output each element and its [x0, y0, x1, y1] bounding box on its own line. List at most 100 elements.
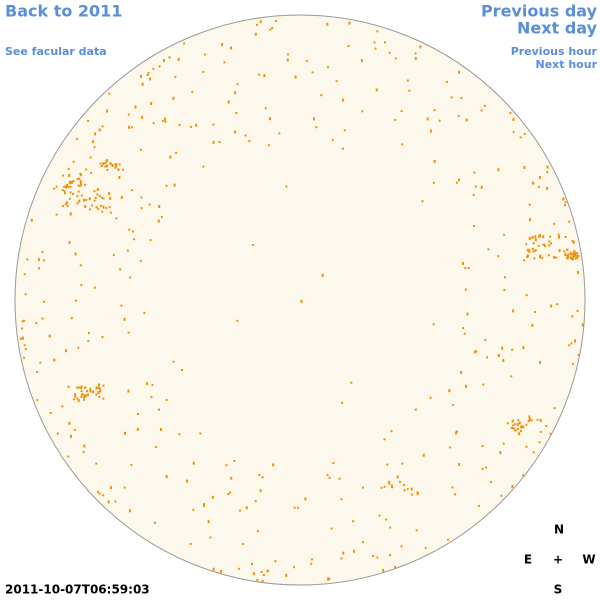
- facula: [528, 249, 531, 253]
- facula: [136, 413, 139, 415]
- facula: [286, 58, 289, 62]
- facula: [123, 486, 126, 489]
- facula: [564, 253, 567, 256]
- facula: [104, 165, 107, 168]
- facula: [274, 560, 277, 563]
- facula: [84, 205, 87, 208]
- facula: [118, 176, 121, 179]
- facula: [70, 317, 73, 320]
- facula: [383, 485, 386, 488]
- facula: [464, 288, 467, 291]
- compass-east: E: [524, 553, 532, 567]
- facula: [539, 418, 542, 422]
- facula: [173, 183, 176, 187]
- facula: [102, 197, 105, 200]
- facula: [227, 100, 230, 104]
- facula: [130, 126, 133, 129]
- facula: [236, 319, 239, 322]
- facula: [39, 361, 42, 364]
- facula: [211, 495, 214, 499]
- facula: [100, 204, 102, 207]
- previous-day-link[interactable]: Previous day: [481, 2, 598, 21]
- facula: [539, 256, 542, 259]
- facula: [532, 451, 535, 454]
- facula: [80, 194, 83, 197]
- facula: [93, 190, 96, 193]
- facula: [416, 491, 419, 495]
- facula: [429, 129, 432, 133]
- facula: [447, 538, 450, 541]
- facula: [134, 105, 137, 109]
- facula: [384, 41, 386, 44]
- facula: [148, 203, 151, 206]
- facula: [264, 107, 267, 110]
- facula: [460, 97, 463, 100]
- facula: [86, 390, 88, 393]
- facula: [127, 389, 130, 393]
- facula: [92, 140, 95, 144]
- facula: [88, 197, 91, 201]
- facula: [512, 424, 515, 427]
- facula: [550, 304, 553, 308]
- facula: [558, 235, 560, 239]
- facula: [165, 398, 168, 401]
- facula: [474, 350, 476, 354]
- facular-link[interactable]: See facular data: [5, 45, 107, 58]
- facula: [119, 268, 122, 271]
- facula: [95, 393, 98, 396]
- facula: [81, 392, 84, 395]
- facula: [294, 75, 297, 79]
- facula: [485, 466, 488, 469]
- facula: [68, 197, 71, 200]
- facula: [114, 163, 117, 166]
- facula: [454, 493, 456, 496]
- facula: [76, 397, 79, 400]
- facula: [67, 167, 70, 170]
- facula: [548, 244, 551, 247]
- next-day-link[interactable]: Next day: [517, 19, 598, 38]
- facula: [123, 317, 126, 321]
- facula: [269, 28, 272, 31]
- facula: [212, 140, 215, 144]
- facula: [96, 490, 99, 493]
- facula: [297, 506, 300, 509]
- facula: [100, 165, 103, 168]
- facula: [348, 21, 351, 25]
- facula: [111, 163, 114, 167]
- facula: [90, 171, 93, 174]
- facula: [545, 425, 548, 427]
- facula: [343, 129, 346, 132]
- facula: [172, 96, 175, 100]
- facula: [341, 401, 343, 404]
- facula: [221, 43, 224, 46]
- back-link[interactable]: Back to 2011: [5, 2, 122, 21]
- facula: [415, 529, 418, 532]
- facula: [541, 256, 544, 259]
- facula: [566, 248, 569, 251]
- facula: [510, 427, 513, 429]
- facula: [87, 332, 90, 334]
- facula: [327, 66, 329, 69]
- facula: [102, 384, 105, 387]
- facula: [534, 235, 537, 239]
- facula: [350, 381, 353, 384]
- facula: [63, 185, 66, 188]
- facula: [500, 494, 503, 497]
- facula: [383, 438, 386, 441]
- previous-hour-link[interactable]: Previous hour: [511, 45, 598, 58]
- facula: [528, 418, 531, 422]
- facula: [99, 387, 101, 390]
- next-hour-link[interactable]: Next hour: [536, 58, 598, 71]
- facula: [85, 199, 88, 201]
- facula: [97, 386, 100, 389]
- facula: [76, 195, 79, 198]
- facula: [78, 177, 81, 180]
- facula: [483, 104, 486, 107]
- facula: [400, 545, 403, 548]
- facula: [178, 433, 181, 436]
- facula: [432, 181, 435, 184]
- facula: [372, 555, 375, 557]
- facula: [539, 254, 542, 257]
- facula: [79, 185, 82, 187]
- facula: [258, 473, 261, 476]
